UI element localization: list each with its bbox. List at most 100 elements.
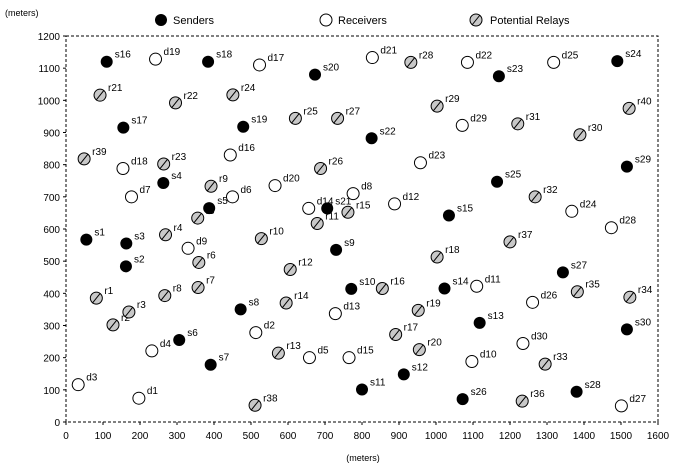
relay-hatch (91, 292, 101, 304)
receiver-node: d26 (526, 290, 558, 309)
node-label: s24 (625, 49, 642, 60)
receiver-node: d10 (465, 350, 497, 369)
node-label: d30 (531, 332, 548, 343)
receiver-marker (328, 307, 342, 321)
sender-marker (330, 243, 343, 256)
node-label: d22 (475, 50, 492, 61)
sender-node: s13 (473, 311, 504, 329)
receiver-marker (226, 190, 239, 204)
receiver-marker (249, 326, 263, 340)
node-label: d18 (131, 157, 148, 168)
relay-node: r28 (404, 50, 434, 69)
receiver-marker (388, 197, 402, 211)
relay-node: r6 (192, 250, 216, 269)
sender-node: s15 (442, 203, 474, 222)
relay-node: r22 (169, 91, 198, 110)
receiver-marker (181, 241, 195, 255)
node-label: r19 (426, 298, 441, 309)
relay-hatch (206, 180, 216, 192)
y-tick-label: 1100 (38, 64, 60, 75)
receiver-marker (149, 52, 163, 66)
node-label: d16 (238, 143, 255, 154)
node-label: r35 (585, 280, 600, 291)
relay-hatch (377, 283, 387, 294)
sender-marker (397, 368, 410, 381)
sender-marker (237, 120, 250, 133)
receiver-marker (223, 148, 237, 162)
sender-node: s29 (620, 155, 652, 173)
y-tick-label: 300 (43, 322, 60, 333)
sender-marker (456, 393, 469, 406)
sender-node: s22 (365, 126, 397, 145)
relay-node: r9 (204, 174, 228, 193)
x-tick-label: 100 (95, 431, 112, 442)
receiver-node: d9 (181, 236, 208, 255)
x-tick-label: 600 (280, 431, 297, 442)
y-axis-unit: (meters) (5, 8, 39, 18)
relay-node: r13 (271, 341, 301, 360)
node-label: d29 (470, 113, 487, 124)
x-tick-label: 1600 (647, 431, 670, 442)
node-label: s27 (571, 260, 588, 271)
x-tick-label: 1500 (610, 431, 633, 442)
relay-node: r35 (570, 280, 600, 299)
node-label: r15 (356, 200, 371, 211)
relay-node: r20 (412, 338, 442, 357)
node-label: d6 (241, 185, 253, 196)
receiver-node: d20 (268, 174, 300, 193)
receiver-node: d16 (223, 143, 255, 162)
node-label: r25 (303, 106, 318, 117)
sender-marker (321, 202, 334, 215)
sender-node: s19 (237, 115, 268, 133)
sender-marker (202, 55, 215, 68)
receiver-node: d6 (226, 185, 253, 204)
relay-node: r19 (411, 298, 441, 317)
node-label: s29 (635, 155, 652, 166)
receiver-marker (145, 344, 159, 358)
node-label: d15 (357, 346, 374, 357)
relay-node: r10 (254, 227, 284, 246)
node-label: s22 (380, 126, 397, 137)
node-label: r40 (637, 96, 652, 107)
sender-node: s11 (356, 378, 386, 396)
x-tick-label: 200 (132, 431, 149, 442)
receiver-node: d4 (145, 339, 171, 358)
relay-node: r27 (331, 106, 360, 125)
relay-hatch (414, 344, 424, 355)
sender-marker (120, 237, 133, 250)
relay-hatch (281, 297, 291, 309)
node-label: r32 (543, 185, 558, 196)
receiver-marker (71, 378, 85, 392)
node-label: d7 (139, 185, 151, 196)
x-tick-label: 1200 (499, 431, 522, 442)
relay-hatch (193, 282, 203, 293)
relay-node: r15 (341, 200, 371, 219)
node-label: r26 (329, 157, 344, 168)
y-tick-label: 900 (43, 129, 60, 140)
relay-hatch (159, 158, 169, 170)
node-label: d1 (147, 386, 159, 397)
node-label: d2 (264, 321, 276, 332)
relay-hatch (625, 291, 635, 303)
relay-hatch (256, 233, 266, 244)
node-label: s14 (453, 277, 470, 288)
node-label: d9 (196, 236, 208, 247)
relay-hatch (79, 153, 89, 165)
node-label: r7 (206, 276, 215, 287)
sender-marker (117, 121, 130, 134)
x-axis-unit: (meters) (346, 453, 380, 463)
receiver-node: d27 (614, 394, 646, 413)
relay-node: r29 (430, 94, 460, 113)
node-label: s7 (219, 353, 230, 364)
receiver-marker (565, 204, 579, 218)
node-label: s18 (216, 50, 233, 61)
relay-hatch (193, 212, 203, 224)
receiver-marker (460, 55, 474, 69)
node-label: d17 (268, 53, 285, 64)
legend-relay-label: Potential Relays (490, 15, 570, 27)
receiver-marker (547, 55, 561, 69)
sender-node: s27 (556, 260, 588, 279)
relay-node: r39 (77, 147, 107, 166)
relay-node: r8 (158, 284, 182, 303)
relay-hatch (530, 191, 540, 203)
